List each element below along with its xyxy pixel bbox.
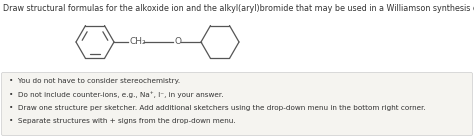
Text: O: O bbox=[175, 38, 182, 46]
Text: •  Draw one structure per sketcher. Add additional sketchers using the drop-down: • Draw one structure per sketcher. Add a… bbox=[9, 105, 426, 111]
Text: •  Do not include counter-ions, e.g., Na⁺, I⁻, in your answer.: • Do not include counter-ions, e.g., Na⁺… bbox=[9, 92, 224, 98]
Text: Draw structural formulas for the alkoxide ion and the alkyl(aryl)bromide that ma: Draw structural formulas for the alkoxid… bbox=[3, 4, 474, 13]
Text: •  You do not have to consider stereochemistry.: • You do not have to consider stereochem… bbox=[9, 78, 180, 84]
Text: •  Separate structures with + signs from the drop-down menu.: • Separate structures with + signs from … bbox=[9, 119, 236, 125]
FancyBboxPatch shape bbox=[1, 72, 473, 135]
Text: CH₂: CH₂ bbox=[130, 38, 146, 46]
